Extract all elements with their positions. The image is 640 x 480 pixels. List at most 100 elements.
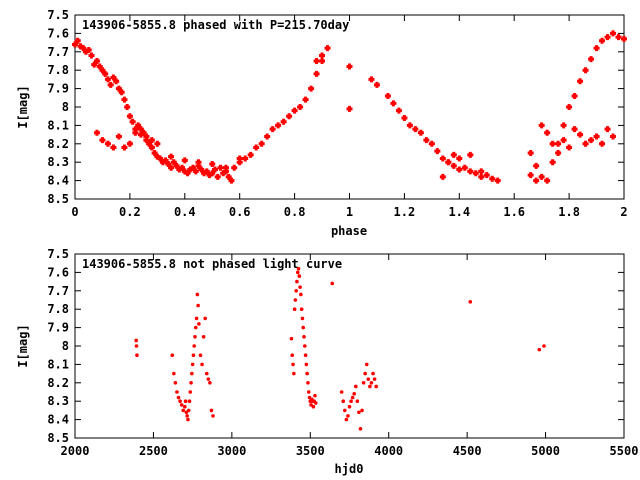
- unphased-plot-data-point: [211, 414, 215, 418]
- unphased-plot-data-point: [291, 362, 295, 367]
- phased-plot-data-point: [203, 168, 210, 175]
- unphased-plot-ytick-label: 8.2: [47, 376, 69, 390]
- phased-plot-data-point: [566, 144, 573, 151]
- unphased-plot-data-point: [183, 399, 188, 404]
- phased-plot-data-point: [168, 164, 175, 171]
- phased-plot-data-point: [269, 126, 276, 133]
- phased-plot-xtick-label: 0.2: [119, 205, 141, 219]
- unphased-plot-data-point: [349, 399, 353, 404]
- phased-plot-data-point: [143, 133, 150, 140]
- phased-plot-ytick-label: 7.9: [47, 82, 69, 96]
- phased-plot-data-point: [173, 162, 180, 169]
- phased-plot-data-point: [181, 157, 188, 164]
- phased-plot-data-point: [115, 85, 122, 92]
- phased-plot-data-point: [373, 81, 380, 88]
- unphased-plot-data-point: [297, 274, 302, 278]
- unphased-plot-xtick-label: 3000: [217, 444, 246, 458]
- phased-plot-data-point: [115, 133, 122, 140]
- unphased-plot-data-point: [173, 381, 178, 385]
- phased-plot-data-point: [258, 140, 265, 147]
- phased-plot-data-point: [170, 159, 177, 166]
- unphased-plot-data-point: [134, 344, 139, 348]
- phased-plot-data-point: [456, 166, 463, 173]
- unphased-plot-data-point: [346, 414, 350, 418]
- phased-plot-data-point: [286, 113, 293, 120]
- unphased-plot-data-point: [468, 300, 473, 304]
- unphased-plot-data-point: [302, 344, 307, 348]
- phased-plot-data-point: [346, 63, 353, 70]
- phased-plot-data-point: [110, 144, 117, 151]
- unphased-plot-xtick-label: 4000: [374, 444, 403, 458]
- phased-plot-data-point: [113, 78, 120, 85]
- unphased-plot-data-point: [193, 335, 197, 339]
- unphased-plot-data-point: [186, 417, 190, 422]
- phased-plot-data-point: [148, 137, 155, 144]
- unphased-plot-data-point: [185, 414, 189, 418]
- unphased-plot-ytick-label: 7.8: [47, 302, 69, 316]
- unphased-plot-data-point: [339, 390, 344, 394]
- unphased-plot-data-point: [183, 404, 187, 409]
- unphased-plot-data-point: [364, 362, 369, 367]
- unphased-plot-data-point: [294, 289, 298, 293]
- phased-plot-data-point: [264, 133, 271, 140]
- phased-plot-data-point: [225, 173, 232, 180]
- phased-plot-data-point: [434, 148, 441, 155]
- phased-plot-data-point: [165, 161, 172, 168]
- phased-plot-data-point: [132, 129, 139, 136]
- phased-plot-title: 143906-5855.8 phased with P=215.70day: [82, 18, 349, 32]
- unphased-plot-xtick-label: 2500: [139, 444, 168, 458]
- phased-plot-data-point: [157, 155, 164, 162]
- unphased-plot-data-point: [313, 401, 318, 405]
- unphased-plot-data-point: [350, 395, 355, 400]
- unphased-plot-data-point: [189, 381, 193, 385]
- unphased-plot-data-point: [292, 307, 297, 312]
- phased-plot-yticks: 7.5 7.6 7.7 7.8 7.9 8 8.1 8.2 8.3 8.4 8.5: [47, 8, 624, 206]
- phased-plot-data-point: [439, 173, 446, 180]
- phased-plot-data-point: [140, 129, 147, 136]
- phased-plot-data-point: [610, 133, 617, 140]
- phased-plot-data-point: [104, 140, 111, 147]
- unphased-plot-ytick-label: 8: [62, 339, 69, 353]
- unphased-plot-data-point: [292, 371, 296, 376]
- phased-plot-data-point: [527, 172, 534, 179]
- phased-plot-data-point: [129, 118, 136, 125]
- phased-plot-ytick-label: 8.3: [47, 155, 69, 169]
- phased-plot-data-point: [533, 177, 540, 184]
- unphased-plot-data-point: [296, 266, 301, 271]
- unphased-plot-ytick-label: 8.5: [47, 431, 69, 445]
- phased-plot-data-point: [582, 140, 589, 147]
- unphased-plot-data-point: [200, 362, 204, 367]
- phased-plot-data-point: [104, 76, 111, 83]
- phased-plot-data-point: [198, 166, 205, 173]
- unphased-plot-xtick-label: 4500: [453, 444, 482, 458]
- phased-plot-data-point: [228, 177, 235, 184]
- unphased-plot-yticks: 7.5 7.6 7.7 7.8 7.9 8 8.1 8.2 8.3 8.4 8.5: [47, 247, 624, 445]
- phased-plot-data-point: [319, 52, 326, 59]
- unphased-plot-data-point: [311, 404, 316, 409]
- unphased-plot-data-point: [342, 408, 347, 413]
- unphased-plot-data-point: [181, 408, 186, 413]
- phased-plot-data-point: [168, 153, 175, 160]
- phased-plot-ytick-label: 8.2: [47, 137, 69, 151]
- phased-plot-data-point: [80, 45, 87, 52]
- unphased-plot-data-point: [179, 403, 184, 407]
- unphased-plot-ytick-label: 7.6: [47, 265, 69, 279]
- phased-plot-data-point: [467, 151, 474, 158]
- unphased-plot-data-point: [306, 390, 311, 394]
- unphased-plot-data-point: [204, 371, 209, 376]
- unphased-plot: 143906-5855.8 not phased light curve hjd…: [16, 247, 638, 476]
- phased-plot-data-point: [179, 164, 186, 171]
- phased-plot-data-point: [346, 105, 353, 112]
- unphased-plot-data-point: [299, 307, 304, 312]
- phased-plot-ytick-label: 8.5: [47, 192, 69, 206]
- phased-plot-data-point: [126, 140, 133, 147]
- phased-plot-xtick-label: 1.6: [503, 205, 525, 219]
- unphased-plot-data-point: [344, 417, 349, 422]
- unphased-plot-data-point: [299, 292, 303, 297]
- phased-plot-data-point: [621, 35, 627, 42]
- unphased-plot-data-point: [361, 381, 366, 385]
- unphased-plot-ytick-label: 8.3: [47, 394, 69, 408]
- unphased-plot-data-point: [195, 292, 200, 297]
- phased-plot: 143906-5855.8 phased with P=215.70day ph…: [16, 8, 628, 238]
- phased-plot-data-point: [582, 67, 589, 74]
